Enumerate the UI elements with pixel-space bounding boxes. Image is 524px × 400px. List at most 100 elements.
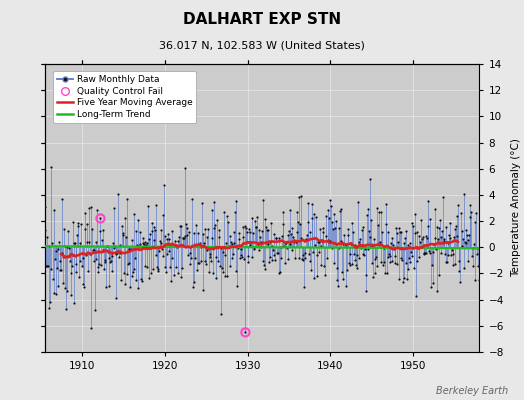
- Point: [445, 234, 454, 241]
- Point: [216, 263, 224, 269]
- Point: [282, 245, 291, 252]
- Point: [392, 225, 400, 231]
- Point: [118, 232, 127, 238]
- Point: [53, 246, 62, 252]
- Point: [362, 272, 370, 278]
- Point: [299, 257, 307, 263]
- Point: [454, 258, 463, 264]
- Point: [260, 266, 269, 272]
- Point: [225, 263, 234, 270]
- Point: [414, 245, 422, 252]
- Point: [155, 248, 163, 254]
- Point: [304, 219, 312, 226]
- Point: [170, 242, 179, 248]
- Point: [169, 241, 177, 248]
- Point: [300, 284, 308, 290]
- Point: [206, 254, 214, 260]
- Point: [257, 238, 266, 245]
- Point: [221, 273, 229, 279]
- Point: [167, 278, 175, 284]
- Point: [311, 242, 319, 248]
- Point: [106, 259, 114, 266]
- Point: [103, 242, 111, 249]
- Point: [364, 206, 372, 212]
- Point: [378, 229, 386, 236]
- Point: [317, 242, 325, 249]
- Point: [333, 264, 342, 271]
- Point: [319, 224, 328, 231]
- Point: [334, 245, 343, 252]
- Point: [256, 243, 265, 250]
- Point: [101, 258, 110, 265]
- Point: [247, 239, 255, 245]
- Point: [107, 268, 116, 275]
- Point: [108, 253, 116, 260]
- Point: [92, 239, 101, 246]
- Point: [412, 258, 421, 264]
- Point: [148, 219, 157, 226]
- Point: [81, 210, 90, 217]
- Point: [342, 242, 351, 248]
- Point: [277, 244, 286, 250]
- Point: [278, 233, 286, 239]
- Point: [48, 240, 56, 247]
- Point: [197, 258, 205, 264]
- Point: [325, 215, 333, 221]
- Point: [447, 252, 455, 258]
- Point: [103, 243, 112, 250]
- Point: [88, 226, 96, 232]
- Point: [399, 275, 408, 281]
- Point: [453, 213, 461, 220]
- Point: [417, 244, 425, 250]
- Point: [177, 274, 185, 280]
- Point: [305, 258, 314, 264]
- Point: [344, 232, 353, 238]
- Point: [166, 264, 174, 270]
- Point: [122, 234, 130, 240]
- Point: [262, 224, 270, 230]
- Point: [86, 204, 95, 211]
- Point: [132, 276, 140, 283]
- Point: [473, 251, 482, 257]
- Point: [298, 256, 306, 262]
- Point: [210, 199, 219, 206]
- Point: [120, 269, 128, 276]
- Point: [453, 233, 462, 239]
- Point: [408, 220, 416, 226]
- Point: [468, 262, 477, 269]
- Point: [464, 237, 472, 243]
- Point: [213, 217, 221, 223]
- Point: [315, 249, 323, 255]
- Point: [111, 243, 119, 250]
- Point: [435, 272, 444, 278]
- Point: [173, 269, 182, 276]
- Point: [121, 215, 129, 221]
- Point: [36, 235, 45, 242]
- Point: [462, 239, 470, 246]
- Point: [428, 280, 436, 287]
- Point: [143, 240, 151, 246]
- Point: [420, 251, 429, 258]
- Point: [142, 242, 150, 248]
- Point: [335, 225, 344, 231]
- Point: [464, 258, 473, 265]
- Point: [445, 231, 453, 238]
- Point: [263, 227, 271, 234]
- Text: DALHART EXP STN: DALHART EXP STN: [183, 12, 341, 27]
- Point: [283, 232, 292, 238]
- Point: [94, 268, 103, 275]
- Point: [309, 249, 317, 256]
- Point: [192, 222, 200, 228]
- Point: [419, 234, 427, 240]
- Point: [310, 275, 318, 282]
- Point: [265, 238, 274, 245]
- Point: [249, 245, 258, 252]
- Point: [255, 247, 264, 254]
- Point: [68, 262, 77, 269]
- Point: [246, 242, 255, 248]
- Point: [156, 238, 164, 245]
- Point: [69, 240, 78, 246]
- Point: [95, 228, 104, 234]
- Point: [280, 240, 289, 246]
- Y-axis label: Temperature Anomaly (°C): Temperature Anomaly (°C): [511, 138, 521, 278]
